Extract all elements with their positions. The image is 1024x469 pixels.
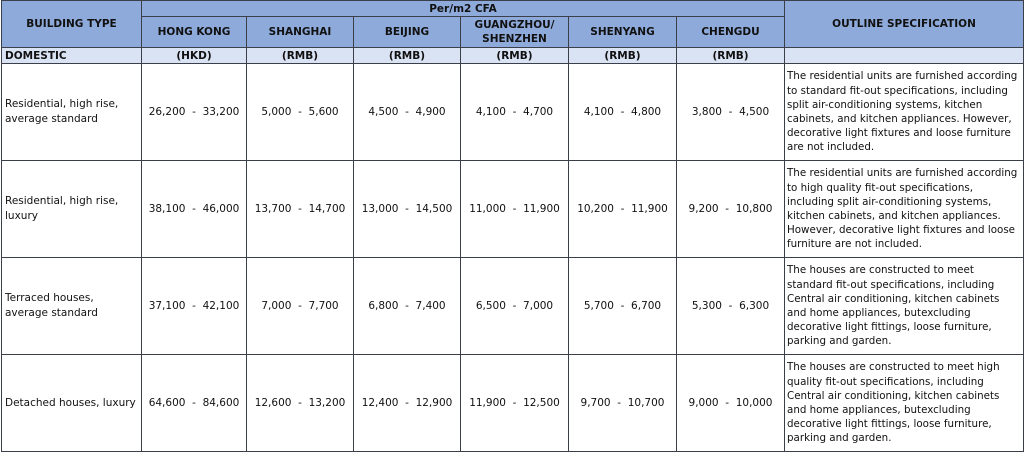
- currency-label: (RMB): [675, 47, 786, 64]
- currency-label: (HKD): [141, 47, 247, 64]
- cost-range-cell: 38,100 - 46,000: [141, 160, 247, 258]
- cost-range-cell: 64,600 - 84,600: [141, 354, 247, 452]
- cost-range-cell: 11,000 - 11,900: [460, 160, 569, 258]
- per-m2-header: Per/m2 CFA: [140, 0, 786, 17]
- table-row: Residential, high rise, luxury 38,100 - 4…: [1, 160, 1024, 258]
- outline-spec-header: OUTLINE SPECIFICATION: [784, 0, 1024, 48]
- building-type-cell: Residential, high rise, luxury: [1, 160, 142, 258]
- currency-label: (RMB): [460, 47, 569, 64]
- cost-range-cell: 6,800 - 7,400: [353, 257, 461, 355]
- building-type-cell: Residential, high rise, average standard: [1, 63, 142, 161]
- cost-range-cell: 13,700 - 14,700: [246, 160, 354, 258]
- spec-cell: The residential units are furnished acco…: [784, 160, 1024, 258]
- cost-range-cell: 11,900 - 12,500: [460, 354, 569, 452]
- cost-range-cell: 12,400 - 12,900: [353, 354, 461, 452]
- cost-range-cell: 5,000 - 5,600: [246, 63, 354, 161]
- spec-cell: The houses are constructed to meet high …: [784, 354, 1024, 452]
- currency-label: (RMB): [246, 47, 354, 64]
- spec-cell: The houses are constructed to meet stand…: [784, 257, 1024, 355]
- city-header: SHANGHAI: [246, 16, 354, 48]
- cost-range-cell: 5,700 - 6,700: [568, 257, 677, 355]
- currency-label: (RMB): [568, 47, 677, 64]
- city-header: SHENYANG: [568, 16, 677, 48]
- table-row: Residential, high rise, average standard…: [1, 63, 1024, 161]
- construction-cost-table: BUILDING TYPE Per/m2 CFA OUTLINE SPECIFI…: [1, 0, 1024, 452]
- table-row: Terraced houses, average standard 37,100 …: [1, 257, 1024, 355]
- spec-cell: The residential units are furnished acco…: [784, 63, 1024, 161]
- cost-range-cell: 7,000 - 7,700: [246, 257, 354, 355]
- city-header: BEIJING: [353, 16, 461, 48]
- building-type-header: BUILDING TYPE: [1, 0, 142, 48]
- city-header: GUANGZHOU/ SHENZHEN: [460, 16, 569, 48]
- cost-range-cell: 9,000 - 10,000: [675, 354, 786, 452]
- currency-label: (RMB): [353, 47, 461, 64]
- category-label: DOMESTIC: [1, 47, 142, 64]
- city-header: CHENGDU: [675, 16, 786, 48]
- spec-blank: [784, 47, 1024, 64]
- cost-range-cell: 6,500 - 7,000: [460, 257, 569, 355]
- cost-range-cell: 4,100 - 4,700: [460, 63, 569, 161]
- city-header: HONG KONG: [141, 16, 247, 48]
- cost-range-cell: 5,300 - 6,300: [675, 257, 786, 355]
- cost-range-cell: 4,500 - 4,900: [353, 63, 461, 161]
- cost-range-cell: 4,100 - 4,800: [568, 63, 677, 161]
- cost-range-cell: 12,600 - 13,200: [246, 354, 354, 452]
- cost-range-cell: 9,700 - 10,700: [568, 354, 677, 452]
- cost-range-cell: 13,000 - 14,500: [353, 160, 461, 258]
- building-type-cell: Terraced houses, average standard: [1, 257, 142, 355]
- table-row: Detached houses, luxury 64,600 - 84,600 12…: [1, 354, 1024, 452]
- cost-range-cell: 10,200 - 11,900: [568, 160, 677, 258]
- building-type-cell: Detached houses, luxury: [1, 354, 142, 452]
- cost-range-cell: 37,100 - 42,100: [141, 257, 247, 355]
- cost-range-cell: 9,200 - 10,800: [675, 160, 786, 258]
- cost-range-cell: 26,200 - 33,200: [141, 63, 247, 161]
- cost-range-cell: 3,800 - 4,500: [675, 63, 786, 161]
